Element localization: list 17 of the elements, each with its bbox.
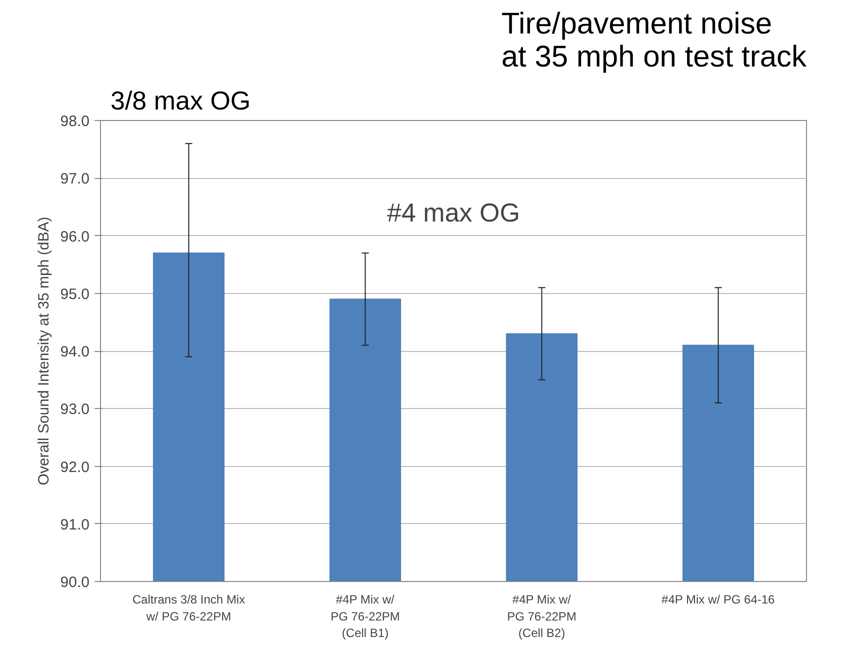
y-tick-label: 95.0 xyxy=(60,286,90,303)
chart-title: Tire/pavement noise at 35 mph on test track xyxy=(501,8,808,74)
y-tick-label: 91.0 xyxy=(60,516,90,534)
y-tick-label: 92.0 xyxy=(60,458,90,476)
x-tick-label: Caltrans 3/8 Inch Mix w/ PG 76-22PM xyxy=(132,592,246,624)
annotation: #4 max OG xyxy=(387,198,520,228)
y-tick-label: 96.0 xyxy=(60,228,90,246)
x-tick-label: #4P Mix w/ PG 64-16 xyxy=(662,592,776,606)
y-axis-title: Overall Sound Intensity at 35 mph (dBA) xyxy=(35,216,52,486)
y-tick-label: 94.0 xyxy=(60,344,90,360)
y-tick-label: 98.0 xyxy=(60,113,90,130)
text: 3/8 max OG xyxy=(110,86,251,116)
x-tick-label: #4P Mix w/ PG 76-22PM (Cell B2) xyxy=(507,592,576,640)
y-tick-label: 90.0 xyxy=(60,574,90,591)
y-tick-label: 93.0 xyxy=(60,401,90,418)
x-tick-label: #4P Mix w/ PG 76-22PM (Cell B1) xyxy=(330,592,400,640)
y-tick-label: 97.0 xyxy=(60,170,90,188)
